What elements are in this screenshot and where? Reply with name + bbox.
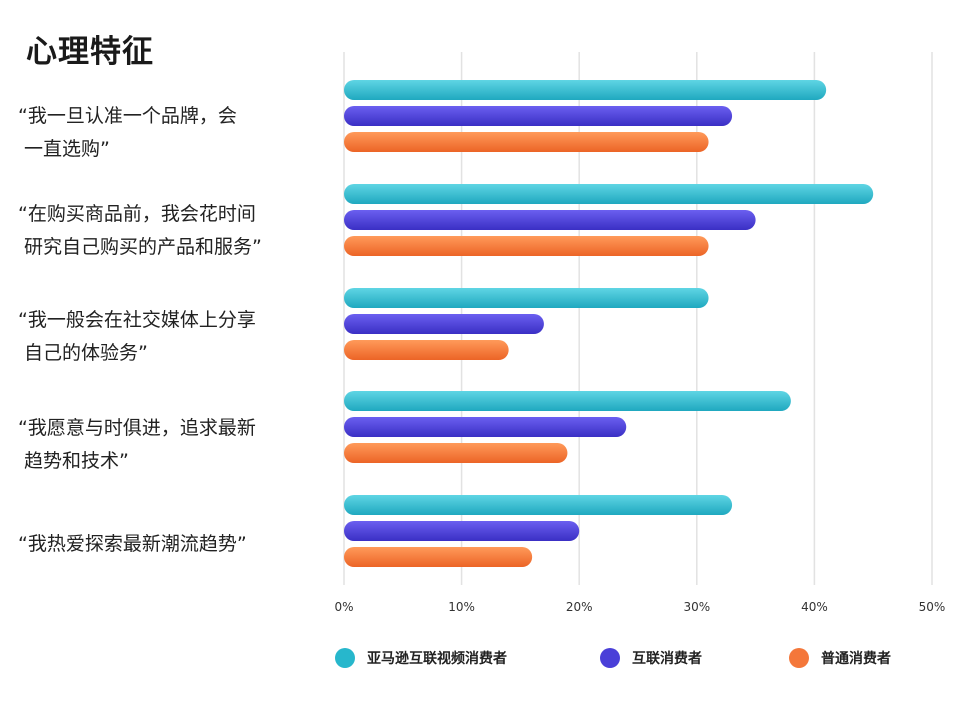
legend-item-general: 普通消费者 [789,647,891,669]
x-tick-label: 0% [334,600,353,614]
x-tick-label: 20% [566,600,593,614]
legend-label-connected: 互联消费者 [632,651,702,667]
chart-title: 心理特征 [26,34,154,70]
bar-series3-cat2 [344,236,709,256]
category-label-3: “我一般会在社交媒体上分享 自己的体验务” [18,309,256,364]
bar-series3-cat4 [344,443,568,463]
bar-series3-cat3 [344,340,509,360]
bar-series1-cat1 [344,80,827,100]
bar-series1-cat4 [344,391,791,411]
bar-series1-cat3 [344,288,709,308]
bar-series2-cat5 [344,521,580,541]
legend-item-amazon: 亚马逊互联视频消费者 [335,647,507,669]
bar-series2-cat3 [344,314,544,334]
bar-series1-cat2 [344,184,874,204]
category-label-1: “我一旦认准一个品牌，会 一直选购” [18,105,237,160]
category-label-5: “我热爱探索最新潮流趋势” [18,533,247,555]
legend-swatch-connected [600,648,620,668]
x-tick-label: 10% [448,600,475,614]
category-label-2: “在购买商品前，我会花时间 研究自己购买的产品和服务” [18,203,262,258]
bar-series3-cat5 [344,547,533,567]
category-label-4: “我愿意与时俱进，追求最新 趋势和技术” [18,417,256,472]
x-tick-label: 40% [801,600,828,614]
legend-item-connected: 互联消费者 [600,647,702,669]
bar-series2-cat4 [344,417,627,437]
x-tick-label: 50% [919,600,946,614]
bar-series2-cat2 [344,210,756,230]
bar-series1-cat5 [344,495,733,515]
legend-swatch-amazon [335,648,355,668]
bar-series2-cat1 [344,106,733,126]
legend-swatch-general [789,648,809,668]
legend-label-amazon: 亚马逊互联视频消费者 [367,651,507,667]
legend-label-general: 普通消费者 [821,651,891,667]
bar-series3-cat1 [344,132,709,152]
x-tick-label: 30% [683,600,710,614]
